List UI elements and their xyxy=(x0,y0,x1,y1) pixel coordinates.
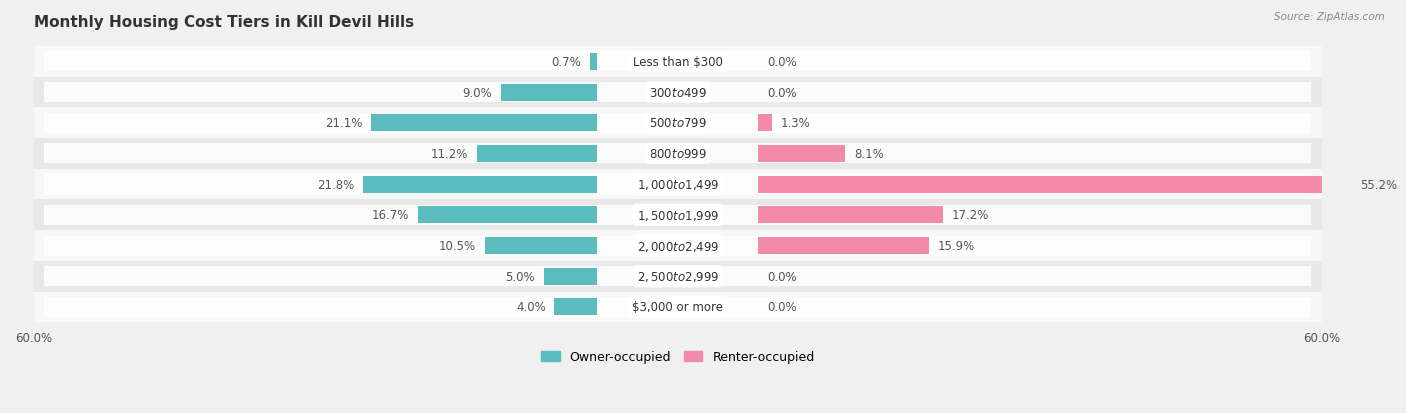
Text: Monthly Housing Cost Tiers in Kill Devil Hills: Monthly Housing Cost Tiers in Kill Devil… xyxy=(34,15,413,30)
Bar xyxy=(45,205,1312,225)
Text: 21.1%: 21.1% xyxy=(325,117,363,130)
Bar xyxy=(45,114,1312,133)
Legend: Owner-occupied, Renter-occupied: Owner-occupied, Renter-occupied xyxy=(536,346,820,368)
Text: Less than $300: Less than $300 xyxy=(633,56,723,69)
Text: 9.0%: 9.0% xyxy=(463,86,492,100)
Bar xyxy=(501,84,598,101)
Text: 21.8%: 21.8% xyxy=(318,178,354,191)
Text: 11.2%: 11.2% xyxy=(432,147,468,161)
Text: $1,500 to $1,999: $1,500 to $1,999 xyxy=(637,208,718,222)
Bar xyxy=(544,268,598,285)
Text: $1,000 to $1,499: $1,000 to $1,499 xyxy=(637,178,718,192)
Text: 55.2%: 55.2% xyxy=(1360,178,1396,191)
Bar xyxy=(34,261,1322,292)
Text: 16.7%: 16.7% xyxy=(373,209,409,222)
Text: $3,000 or more: $3,000 or more xyxy=(633,301,723,313)
Text: 10.5%: 10.5% xyxy=(439,240,477,252)
Bar xyxy=(554,299,598,316)
Text: 0.0%: 0.0% xyxy=(766,86,797,100)
Text: 5.0%: 5.0% xyxy=(505,270,536,283)
Text: 8.1%: 8.1% xyxy=(853,147,884,161)
Bar xyxy=(45,236,1312,256)
Bar xyxy=(45,52,1312,72)
Text: 15.9%: 15.9% xyxy=(938,240,974,252)
Bar xyxy=(477,146,598,162)
Bar xyxy=(34,292,1322,323)
Bar xyxy=(758,146,845,162)
Bar xyxy=(45,175,1312,195)
Text: 17.2%: 17.2% xyxy=(952,209,988,222)
Bar xyxy=(758,207,943,224)
Bar xyxy=(758,176,1351,193)
Bar xyxy=(34,108,1322,139)
Text: 0.0%: 0.0% xyxy=(766,301,797,313)
Text: 0.7%: 0.7% xyxy=(551,56,581,69)
Text: 1.3%: 1.3% xyxy=(780,117,811,130)
Bar xyxy=(34,139,1322,169)
Text: 0.0%: 0.0% xyxy=(766,270,797,283)
Bar xyxy=(45,297,1312,317)
Bar xyxy=(371,115,598,132)
Bar xyxy=(758,237,929,254)
Bar xyxy=(45,83,1312,103)
Bar xyxy=(418,207,598,224)
Text: 4.0%: 4.0% xyxy=(516,301,546,313)
Bar xyxy=(758,115,772,132)
Bar xyxy=(34,78,1322,108)
Bar xyxy=(34,230,1322,261)
Text: $2,000 to $2,499: $2,000 to $2,499 xyxy=(637,239,718,253)
Bar xyxy=(45,144,1312,164)
Text: $500 to $799: $500 to $799 xyxy=(650,117,707,130)
Text: $2,500 to $2,999: $2,500 to $2,999 xyxy=(637,270,718,284)
Text: $800 to $999: $800 to $999 xyxy=(650,147,707,161)
Text: Source: ZipAtlas.com: Source: ZipAtlas.com xyxy=(1274,12,1385,22)
Bar xyxy=(589,54,598,71)
Bar xyxy=(34,200,1322,230)
Bar xyxy=(34,169,1322,200)
Bar xyxy=(34,47,1322,78)
Text: $300 to $499: $300 to $499 xyxy=(650,86,707,100)
Text: 0.0%: 0.0% xyxy=(766,56,797,69)
Bar xyxy=(363,176,598,193)
Bar xyxy=(485,237,598,254)
Bar xyxy=(45,267,1312,287)
